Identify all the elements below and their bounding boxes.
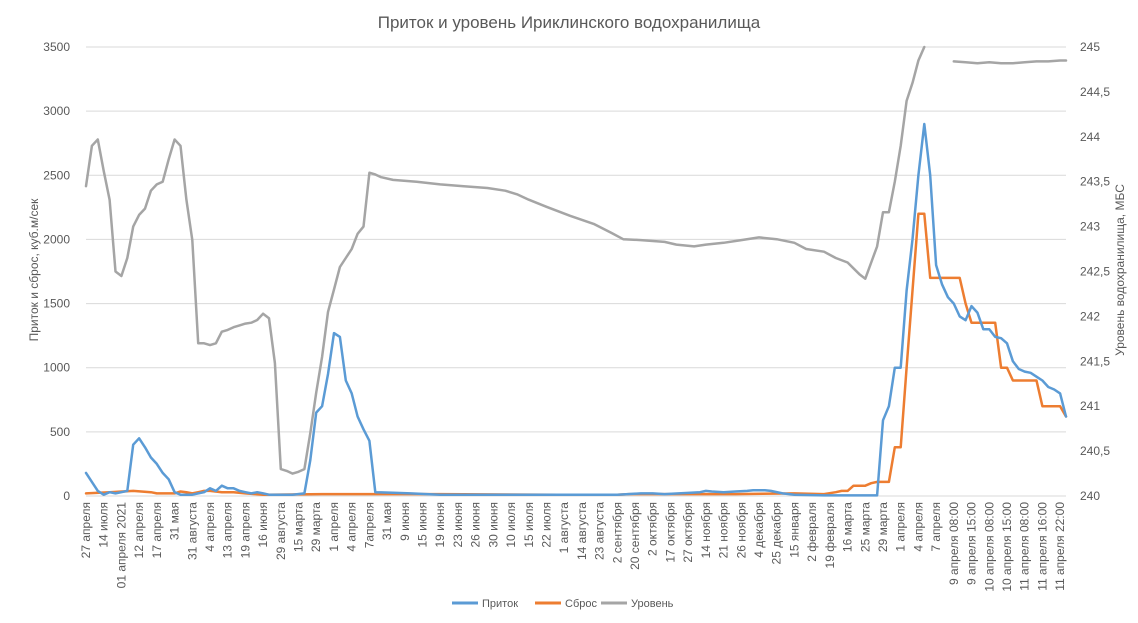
x-tick-label: 23 августа: [593, 502, 607, 560]
x-tick-label: 11 апреля 22:00: [1053, 502, 1067, 591]
x-tick-label: 9 апреля 15:00: [965, 502, 979, 585]
y2-tick-label: 242,5: [1080, 265, 1110, 279]
x-tick-label: 1 апреля: [327, 502, 341, 552]
x-axis-ticks: 27 апреля 14 июля 01 апреля 2021 12 апреля 1…: [79, 502, 1067, 592]
x-tick-label: 25 марта: [858, 502, 872, 552]
x-tick-label: 16 июня: [256, 502, 270, 548]
right-axis-ticks: 240 240,5 241 241,5 242 242,5 243 243,5 244 244,5…: [1080, 40, 1110, 503]
x-tick-label: 13 апреля: [221, 502, 235, 558]
x-tick-label: 2 октября: [646, 502, 660, 556]
x-tick-label: 26 июня: [469, 502, 483, 548]
y-tick-label: 1000: [43, 361, 70, 375]
y2-tick-label: 240: [1080, 489, 1100, 503]
y-tick-label: 0: [63, 489, 70, 503]
x-tick-label: 01 апреля 2021: [114, 502, 128, 589]
x-tick-label: 4 декабря: [752, 502, 766, 558]
x-tick-label: 14 ноября: [699, 502, 713, 558]
y2-tick-label: 244,5: [1080, 85, 1110, 99]
series-line-2: [84, 45, 926, 475]
y2-tick-label: 241: [1080, 399, 1100, 413]
x-tick-label: 11 апреля 08:00: [1018, 502, 1032, 591]
x-tick-label: 21 ноября: [717, 502, 731, 558]
x-tick-label: 4 апреля: [203, 502, 217, 552]
x-tick-label: 17 апреля: [150, 502, 164, 558]
x-tick-label: 19 июня: [433, 502, 447, 548]
x-tick-label: 31 августа: [185, 502, 199, 560]
x-tick-label: 27 октября: [681, 502, 695, 563]
series-lines: [84, 45, 1068, 497]
y2-tick-label: 243,5: [1080, 175, 1110, 189]
x-tick-label: 16 марта: [841, 502, 855, 552]
x-tick-label: 20 сентября: [628, 502, 642, 570]
x-tick-label: 1 августа: [557, 502, 571, 554]
x-tick-label: 29 марта: [876, 502, 890, 552]
x-tick-label: 26 ноября: [734, 502, 748, 558]
x-tick-label: 2 сентября: [610, 502, 624, 563]
legend-label: Сброс: [565, 598, 597, 610]
x-tick-label: 22 июля: [539, 502, 553, 548]
y-axis-title: Приток и сброс, куб.м/сек: [27, 198, 41, 342]
x-tick-label: 31 мая: [380, 502, 394, 540]
x-tick-label: 31 мая: [168, 502, 182, 540]
y-tick-label: 2500: [43, 168, 70, 182]
x-tick-label: 19 февраля: [823, 502, 837, 568]
x-tick-label: 12 апреля: [132, 502, 146, 558]
x-tick-label: 25 декабря: [770, 502, 784, 564]
y-tick-label: 500: [50, 425, 70, 439]
x-tick-label: 11 апреля 16:00: [1035, 502, 1049, 591]
y-tick-label: 3000: [43, 104, 70, 118]
x-tick-label: 27 апреля: [79, 502, 93, 558]
y2-tick-label: 245: [1080, 40, 1100, 54]
x-tick-label: 30 июня: [486, 502, 500, 548]
x-tick-label: 15 января: [787, 502, 801, 558]
x-tick-label: 9 июня: [398, 502, 412, 541]
x-tick-label: 17 октября: [663, 502, 677, 563]
y2-tick-label: 240,5: [1080, 444, 1110, 458]
x-tick-label: 29 августа: [274, 502, 288, 560]
y2-tick-label: 243: [1080, 220, 1100, 234]
x-tick-label: 9 апреля 08:00: [947, 502, 961, 585]
y-tick-label: 2000: [43, 232, 70, 246]
legend: Приток Сброс Уровень: [452, 598, 674, 610]
series-line-3: [952, 59, 1068, 65]
series-line-1: [84, 212, 1068, 496]
x-tick-label: 10 апреля 08:00: [982, 502, 996, 592]
x-tick-label: 14 августа: [575, 502, 589, 560]
chart-title: Приток и уровень Ириклинского водохранил…: [378, 13, 761, 32]
x-tick-label: 29 марта: [309, 502, 323, 552]
x-tick-label: 15 июня: [416, 502, 430, 548]
x-tick-label: 7 апреля: [929, 502, 943, 552]
left-axis-ticks: 0 500 1000 1500 2000 2500 3000 3500: [43, 40, 70, 503]
x-tick-label: 4 апреля: [911, 502, 925, 552]
gridlines: [86, 46, 1066, 497]
legend-label: Уровень: [631, 598, 674, 610]
y-tick-label: 3500: [43, 40, 70, 54]
x-tick-label: 1 апреля: [894, 502, 908, 552]
x-tick-label: 19 апреля: [238, 502, 252, 558]
x-tick-label: 7апреля: [362, 502, 376, 548]
legend-label: Приток: [482, 598, 518, 610]
y2-tick-label: 242: [1080, 309, 1100, 323]
x-tick-label: 15 июля: [522, 502, 536, 548]
x-tick-label: 2 февраля: [805, 502, 819, 562]
y-tick-label: 1500: [43, 297, 70, 311]
y2-axis-title: Уровень водохранилища, МБС: [1113, 184, 1127, 356]
x-tick-label: 4 апреля: [345, 502, 359, 552]
x-tick-label: 10 апреля 15:00: [1000, 502, 1014, 592]
y2-tick-label: 241,5: [1080, 354, 1110, 368]
x-tick-label: 15 марта: [292, 502, 306, 552]
x-tick-label: 10 июля: [504, 502, 518, 548]
x-tick-label: 14 июля: [97, 502, 111, 548]
x-tick-label: 23 июня: [451, 502, 465, 548]
y2-tick-label: 244: [1080, 130, 1100, 144]
series-line-0: [84, 122, 1068, 497]
